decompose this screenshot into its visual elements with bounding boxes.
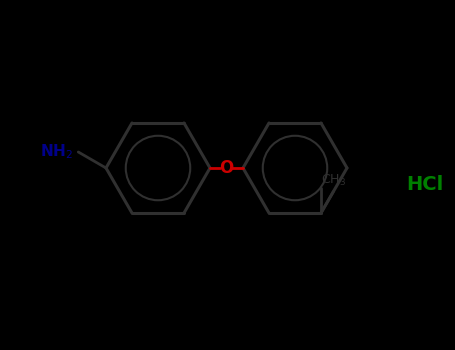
Text: CH$_3$: CH$_3$ [321, 173, 346, 188]
Text: HCl: HCl [406, 175, 444, 195]
Text: NH$_2$: NH$_2$ [40, 143, 73, 161]
Text: O: O [219, 159, 233, 177]
